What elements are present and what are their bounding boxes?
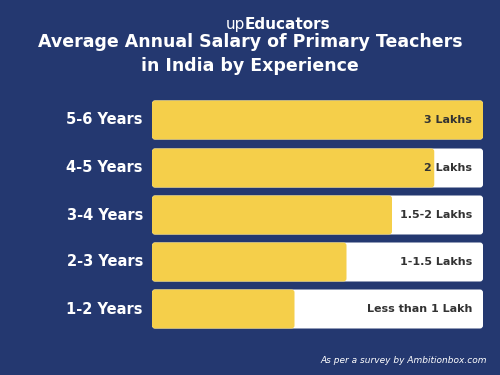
Text: 1-2 Years: 1-2 Years	[66, 302, 143, 316]
FancyBboxPatch shape	[152, 195, 483, 234]
Text: 2-3 Years: 2-3 Years	[66, 255, 143, 270]
FancyBboxPatch shape	[152, 195, 392, 234]
Text: 3-4 Years: 3-4 Years	[66, 207, 143, 222]
Text: 1-1.5 Lakhs: 1-1.5 Lakhs	[400, 257, 472, 267]
FancyBboxPatch shape	[152, 243, 483, 282]
Text: Less than 1 Lakh: Less than 1 Lakh	[366, 304, 472, 314]
FancyBboxPatch shape	[152, 148, 434, 188]
Text: 3 Lakhs: 3 Lakhs	[424, 115, 472, 125]
Text: As per a survey by Ambitionbox.com: As per a survey by Ambitionbox.com	[320, 356, 487, 365]
FancyBboxPatch shape	[152, 290, 294, 328]
Text: Average Annual Salary of Primary Teachers
in India by Experience: Average Annual Salary of Primary Teacher…	[38, 33, 463, 75]
FancyBboxPatch shape	[152, 290, 483, 328]
Text: Educators: Educators	[245, 17, 330, 32]
FancyBboxPatch shape	[152, 148, 483, 188]
Text: 2 Lakhs: 2 Lakhs	[424, 163, 472, 173]
Text: 1.5-2 Lakhs: 1.5-2 Lakhs	[400, 210, 472, 220]
FancyBboxPatch shape	[152, 243, 346, 282]
Text: up: up	[226, 17, 245, 32]
FancyBboxPatch shape	[152, 100, 483, 140]
Text: 4-5 Years: 4-5 Years	[66, 160, 143, 176]
Text: 5-6 Years: 5-6 Years	[66, 112, 143, 128]
FancyBboxPatch shape	[152, 100, 483, 140]
